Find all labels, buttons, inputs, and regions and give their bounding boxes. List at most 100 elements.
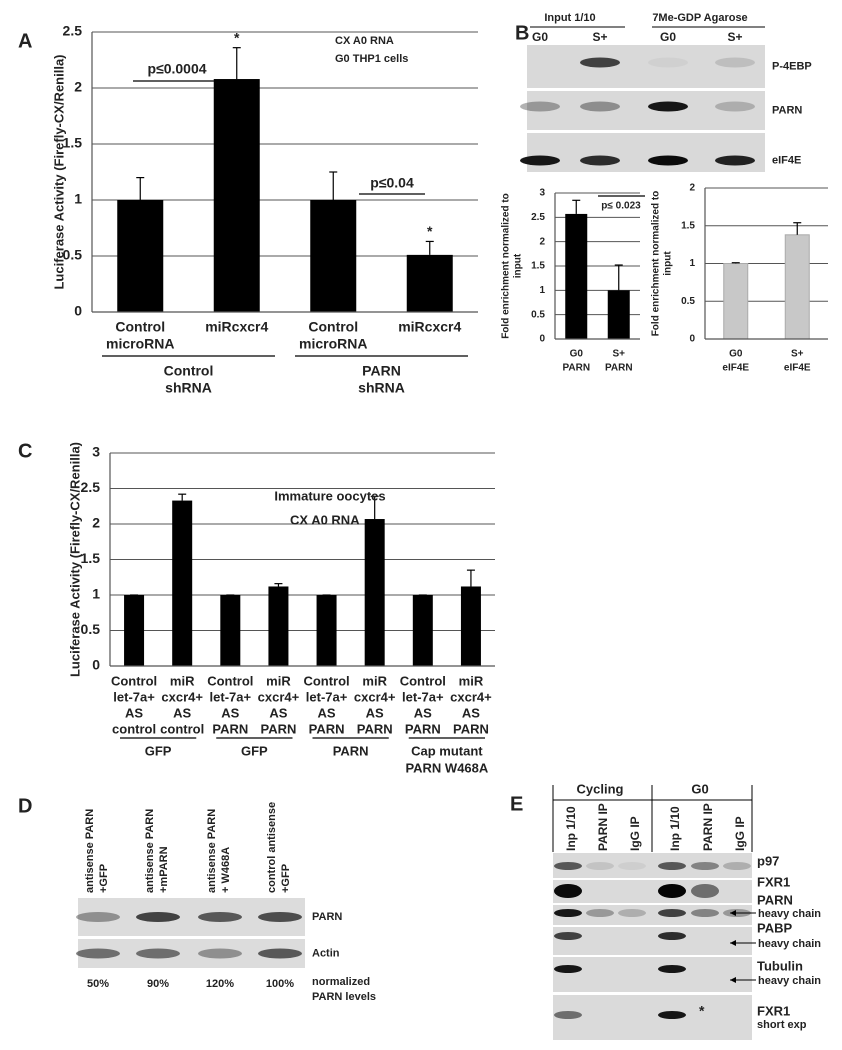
arrow-head bbox=[730, 910, 736, 916]
y-axis-label: Luciferase Activity (Firefly-CX/Renilla) bbox=[67, 442, 82, 677]
lane-label: antisense PARN bbox=[84, 809, 96, 893]
x-tick-label: miRcxcr4 bbox=[205, 319, 268, 335]
x-tick-label: PARN bbox=[357, 721, 393, 736]
bar bbox=[784, 234, 810, 340]
x-tick-label: AS bbox=[414, 705, 432, 720]
bar bbox=[364, 519, 385, 666]
y-tick-label: 0 bbox=[539, 334, 545, 345]
x-tick-label: AS bbox=[366, 705, 384, 720]
y-tick-label: 0 bbox=[74, 303, 82, 319]
blot-band bbox=[715, 57, 755, 68]
blot-band bbox=[618, 1011, 646, 1019]
x-tick-label: let-7a+ bbox=[402, 689, 444, 704]
group-label: Cap mutant bbox=[411, 743, 483, 758]
blot-strip bbox=[553, 880, 752, 903]
blot-band bbox=[648, 101, 688, 112]
x-tick-label: AS bbox=[318, 705, 336, 720]
lane-label: +mPARN bbox=[158, 846, 170, 893]
group-label: GFP bbox=[241, 743, 268, 758]
annotation: Immature oocytes bbox=[274, 488, 385, 503]
y-axis-label: Fold enrichment normalized to bbox=[501, 193, 512, 339]
x-tick-label: miR bbox=[266, 673, 291, 688]
annotation: CX A0 RNA bbox=[335, 35, 394, 47]
blot-strip bbox=[527, 133, 765, 172]
y-tick-label: 3 bbox=[539, 188, 545, 199]
y-axis-label: input bbox=[513, 253, 524, 278]
lane-label: Inp 1/10 bbox=[564, 806, 578, 851]
group-label: PARN bbox=[333, 743, 369, 758]
x-tick-label: eIF4E bbox=[784, 363, 811, 374]
blot-band bbox=[258, 948, 302, 959]
group-header: G0 bbox=[691, 781, 708, 796]
bar bbox=[268, 586, 289, 666]
lane-label: IgG IP bbox=[733, 816, 747, 851]
y-tick-label: 0 bbox=[689, 334, 695, 345]
lane-label: Inp 1/10 bbox=[668, 806, 682, 851]
x-tick-label: control bbox=[160, 721, 204, 736]
arrow-head bbox=[730, 977, 736, 983]
blot-strip bbox=[527, 45, 765, 88]
blot-band bbox=[715, 101, 755, 112]
y-tick-label: 1.5 bbox=[63, 135, 83, 151]
x-tick-label: Control bbox=[111, 673, 157, 688]
x-tick-label: AS bbox=[125, 705, 143, 720]
y-tick-label: 1 bbox=[689, 258, 695, 269]
bar bbox=[406, 254, 453, 312]
blot-row-label: p97 bbox=[757, 853, 779, 868]
blot-band bbox=[723, 932, 751, 940]
blot-band bbox=[691, 909, 719, 917]
blot-band bbox=[691, 965, 719, 973]
blot-row-label: PABP bbox=[757, 920, 792, 935]
blot-band bbox=[618, 862, 646, 870]
group-header: Cycling bbox=[577, 781, 624, 796]
blot-strip bbox=[553, 957, 752, 992]
x-tick-label: Control bbox=[400, 673, 446, 688]
significance-star: * bbox=[234, 29, 240, 45]
blot-row-sublabel: heavy chain bbox=[758, 938, 821, 950]
x-tick-label: miR bbox=[170, 673, 195, 688]
level-label: 90% bbox=[147, 978, 169, 990]
lane-label: control antisense bbox=[266, 802, 278, 893]
bar bbox=[172, 500, 193, 666]
y-tick-label: 0 bbox=[92, 657, 100, 673]
blot-row-label: PARN bbox=[757, 892, 793, 907]
blot-strip bbox=[553, 995, 752, 1040]
blot-band bbox=[658, 862, 686, 870]
blot-band bbox=[618, 965, 646, 973]
group-label: shRNA bbox=[165, 380, 212, 396]
blot-band bbox=[586, 965, 614, 973]
blot-strip bbox=[527, 91, 765, 130]
y-tick-label: 1 bbox=[74, 191, 82, 207]
y-axis-label: Fold enrichment normalized to bbox=[651, 191, 662, 337]
blot-row-label: eIF4E bbox=[772, 154, 801, 166]
blot-band bbox=[691, 862, 719, 870]
blot-strip bbox=[553, 905, 752, 925]
lane-label: antisense PARN bbox=[144, 809, 156, 893]
blot-band bbox=[136, 948, 180, 959]
bar bbox=[213, 79, 260, 312]
blot-band bbox=[554, 862, 582, 870]
blot-band bbox=[580, 155, 620, 166]
panel-label: B bbox=[515, 22, 529, 44]
lane-label: G0 bbox=[532, 30, 548, 44]
blot-band bbox=[618, 909, 646, 917]
blot-row-label: FXR1 bbox=[757, 1003, 790, 1018]
x-tick-label: AS bbox=[269, 705, 287, 720]
panel-label: C bbox=[18, 440, 32, 462]
level-label: 120% bbox=[206, 978, 234, 990]
lane-label: S+ bbox=[727, 30, 742, 44]
y-tick-label: 1.5 bbox=[681, 220, 695, 231]
level-label: 50% bbox=[87, 978, 109, 990]
annotation: CX A0 RNA bbox=[290, 512, 360, 527]
blot-band bbox=[586, 862, 614, 870]
bar bbox=[607, 290, 630, 339]
group-label: PARN bbox=[362, 363, 401, 379]
annotation: p≤0.0004 bbox=[147, 61, 206, 77]
blot-band bbox=[715, 155, 755, 166]
lane-label: +GFP bbox=[280, 864, 292, 893]
bar bbox=[220, 595, 241, 666]
blot-band bbox=[658, 1011, 686, 1019]
group-label: GFP bbox=[145, 743, 172, 758]
